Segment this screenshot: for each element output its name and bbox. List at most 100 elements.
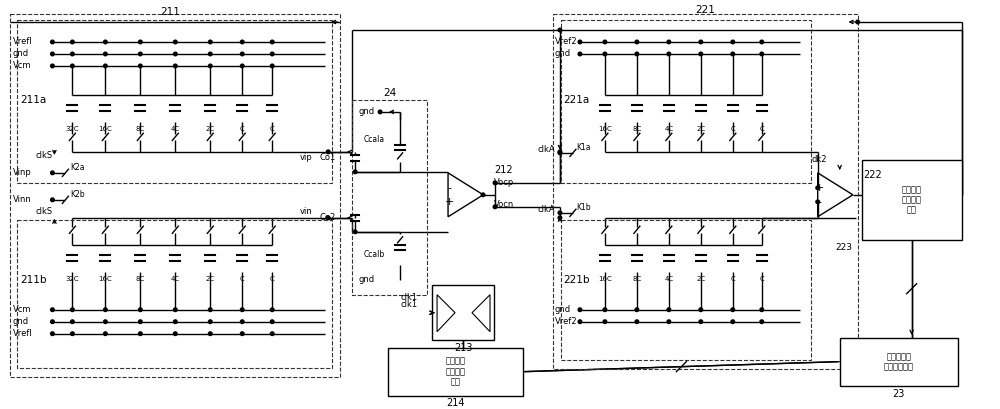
Circle shape [603, 320, 607, 324]
Circle shape [731, 308, 735, 312]
Text: K1a: K1a [576, 144, 590, 153]
Text: 16C: 16C [98, 126, 112, 132]
Circle shape [558, 216, 562, 220]
Text: Vinn: Vinn [12, 196, 31, 204]
Circle shape [139, 320, 142, 324]
Text: dk2: dk2 [812, 155, 827, 164]
Circle shape [104, 40, 107, 44]
Circle shape [603, 40, 607, 44]
Text: 数字码误差
修正逻辑模块: 数字码误差 修正逻辑模块 [884, 352, 914, 371]
Text: 4C: 4C [171, 126, 180, 132]
Text: Vref2: Vref2 [555, 38, 578, 47]
Circle shape [51, 198, 54, 202]
Text: 32C: 32C [66, 276, 79, 282]
Circle shape [174, 52, 177, 56]
Circle shape [353, 230, 357, 234]
Text: clkS: clkS [35, 207, 53, 216]
Circle shape [240, 52, 244, 56]
Circle shape [667, 308, 671, 312]
Circle shape [578, 320, 582, 324]
Circle shape [699, 320, 703, 324]
Text: 8C: 8C [136, 276, 145, 282]
Circle shape [51, 64, 54, 68]
Circle shape [71, 40, 74, 44]
Circle shape [51, 40, 54, 44]
Text: 8C: 8C [632, 126, 641, 132]
Circle shape [378, 110, 382, 114]
Text: clkA: clkA [538, 145, 556, 154]
Circle shape [635, 52, 639, 56]
Circle shape [760, 52, 764, 56]
Circle shape [270, 308, 274, 312]
Bar [862, 160, 962, 240]
Circle shape [558, 150, 562, 154]
Circle shape [760, 40, 764, 44]
Circle shape [270, 40, 274, 44]
Text: +: + [815, 183, 824, 193]
Text: gnd: gnd [555, 305, 571, 314]
Circle shape [104, 64, 107, 68]
Text: +: + [444, 197, 454, 207]
Circle shape [208, 52, 212, 56]
Text: Vcm: Vcm [12, 61, 31, 70]
Text: Vcm: Vcm [12, 305, 31, 314]
Text: 221b: 221b [563, 275, 589, 285]
Circle shape [558, 211, 562, 215]
Text: 4C: 4C [664, 126, 673, 132]
Text: -: - [818, 197, 822, 207]
Text: 2C: 2C [206, 276, 215, 282]
Text: 221a: 221a [563, 95, 589, 105]
Circle shape [240, 64, 244, 68]
Circle shape [208, 40, 212, 44]
Circle shape [603, 308, 607, 312]
Text: C: C [759, 126, 764, 132]
Circle shape [667, 52, 671, 56]
Text: gnd: gnd [358, 275, 374, 284]
Text: clk1: clk1 [400, 293, 417, 302]
Circle shape [699, 40, 703, 44]
Bar [388, 348, 523, 396]
Circle shape [603, 52, 607, 56]
Text: Vinp: Vinp [12, 169, 31, 178]
Circle shape [731, 320, 735, 324]
Bar [17, 20, 332, 183]
Circle shape [139, 332, 142, 335]
Text: 8C: 8C [136, 126, 145, 132]
Text: Ccala: Ccala [363, 135, 384, 144]
Text: gnd: gnd [555, 49, 571, 58]
Circle shape [71, 52, 74, 56]
Circle shape [578, 40, 582, 44]
Text: 4C: 4C [664, 276, 673, 282]
Circle shape [240, 40, 244, 44]
Circle shape [270, 52, 274, 56]
Circle shape [699, 308, 703, 312]
Text: 2C: 2C [206, 126, 215, 132]
Circle shape [558, 151, 562, 155]
Circle shape [51, 320, 54, 324]
Text: 16C: 16C [98, 276, 112, 282]
Circle shape [635, 308, 639, 312]
Text: 211: 211 [160, 7, 180, 17]
Circle shape [104, 52, 107, 56]
Bar [352, 100, 427, 295]
Text: 24: 24 [383, 88, 397, 98]
Circle shape [326, 150, 330, 154]
Circle shape [270, 64, 274, 68]
Text: Vref2: Vref2 [555, 317, 578, 326]
Text: 8C: 8C [632, 276, 641, 282]
Text: 211b: 211b [20, 275, 47, 285]
Circle shape [578, 308, 582, 312]
Circle shape [635, 320, 639, 324]
Circle shape [667, 40, 671, 44]
Text: gnd: gnd [358, 108, 374, 117]
Text: gnd: gnd [12, 317, 29, 326]
Text: 2C: 2C [696, 276, 705, 282]
Text: K2a: K2a [70, 163, 85, 172]
Circle shape [104, 332, 107, 335]
Text: Co1: Co1 [320, 153, 336, 162]
Circle shape [635, 40, 639, 44]
Bar [840, 338, 958, 386]
Circle shape [856, 20, 859, 24]
Text: 212: 212 [494, 165, 513, 175]
Circle shape [240, 320, 244, 324]
